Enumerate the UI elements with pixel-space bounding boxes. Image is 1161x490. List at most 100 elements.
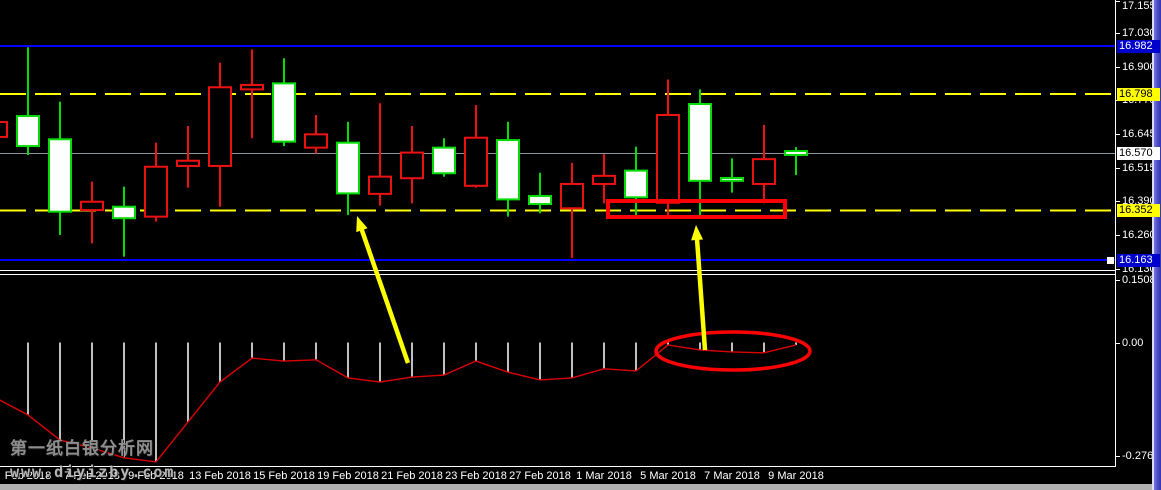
arrow-shaft[interactable] [358,226,411,364]
candle [48,101,72,235]
time-tick-label: Feb 2018 [4,470,52,482]
indicator-tick-mark [1116,456,1120,458]
price-marker-16.163: 16.163 [1117,253,1160,267]
candle-body [272,82,296,143]
candle-body [400,151,424,180]
time-tick-label: 23 Feb 2018 [445,470,507,482]
candle-body [784,150,808,156]
indicator-tick-label: 0.1508 [1122,274,1156,287]
chart-canvas[interactable] [0,0,1116,468]
up-arrow-head[interactable] [691,225,704,241]
candle [560,162,584,258]
candle [176,125,200,188]
indicator-line [0,344,797,463]
candle [624,146,648,216]
candle-body [720,176,744,182]
price-tick-label: 16.515 [1122,162,1156,175]
up-arrow-head[interactable] [356,216,368,233]
candle-body [752,158,776,185]
candle [784,147,808,176]
price-tick-mark [1116,168,1120,170]
indicator-tick-mark [1116,342,1120,344]
time-tick-label: 7 Feb 2018 [64,470,120,482]
price-tick-mark [1116,67,1120,69]
time-tick-label: 21 Feb 2018 [381,470,443,482]
candle-body [368,175,392,195]
price-tick-label: 16.260 [1122,228,1156,241]
time-tick-label: 1 Mar 2018 [576,470,632,482]
candle [80,181,104,244]
time-tick-label: 15 Feb 2018 [253,470,315,482]
price-tick-mark [1116,33,1120,35]
price-tick-label: 16.645 [1122,128,1156,141]
line-selection-handle[interactable] [1107,257,1114,265]
candle [400,125,424,204]
candle [0,121,8,138]
price-tick-label: 17.155 [1122,0,1156,12]
window-bottom-edge [0,484,1152,490]
price-marker-16.982: 16.982 [1117,39,1160,53]
candle [368,103,392,206]
price-marker-16.352: 16.352 [1117,204,1160,218]
price-tick-mark [1116,134,1120,136]
price-marker-16.570: 16.570 [1117,147,1160,161]
arrow-shaft[interactable] [694,236,708,351]
candle [240,49,264,139]
time-tick-label: 5 Mar 2018 [640,470,696,482]
price-tick-label: 16.390 [1122,194,1156,207]
candle-body [464,136,488,187]
candle [528,172,552,214]
candle-body [432,146,456,175]
time-tick-label: 27 Feb 2018 [509,470,571,482]
candle-body [0,121,8,138]
candle [208,62,232,207]
candle-body [240,83,264,91]
window-right-edge [1152,0,1161,490]
candle [656,79,680,216]
price-tick-mark [1116,268,1120,270]
indicator-tick-mark [1116,280,1120,282]
candle [336,121,360,216]
candle-body [528,194,552,206]
price-tick-mark [1116,200,1120,202]
candle [464,105,488,188]
zero-cross-ellipse[interactable] [654,330,812,372]
candle [432,138,456,177]
candle-body [208,86,232,167]
time-tick-label: 9 Mar 2018 [768,470,824,482]
candle [592,154,616,204]
price-tick-mark [1116,0,1120,2]
time-axis[interactable]: Feb 2018 7 Feb 2018 9 Feb 2018 13 Feb 2018 1… [0,467,1152,484]
candle-body [16,115,40,148]
candle-body [560,182,584,210]
candle-body [656,113,680,204]
candle-body [144,165,168,218]
candle-body [624,169,648,199]
candle-body [80,200,104,212]
candle-body [688,103,712,182]
indicator-tick-label: -0.2763 [1122,450,1160,463]
price-tick-label: 16.900 [1122,61,1156,74]
candle [720,158,744,193]
candle [112,186,136,257]
price-tick-label: 17.030 [1122,27,1156,40]
time-tick-label: 19 Feb 2018 [317,470,379,482]
price-marker-16.798: 16.798 [1117,87,1160,101]
price-axis[interactable]: 17.15517.03016.90016.77516.64516.51516.3… [1116,0,1160,468]
candle [752,124,776,204]
candle [304,114,328,154]
candle [144,142,168,222]
time-tick-label: 9 Feb 2018 [128,470,184,482]
candle [688,89,712,216]
indicator-tick-label: 0.00 [1122,336,1144,349]
candle [496,121,520,217]
candle-body [48,138,72,213]
candle-body [176,159,200,167]
support-zone-rectangle[interactable] [606,199,787,219]
candle-body [112,205,136,220]
time-tick-label: 13 Feb 2018 [189,470,251,482]
candle-body [336,141,360,195]
candle-body [304,133,328,149]
candle [272,58,296,147]
